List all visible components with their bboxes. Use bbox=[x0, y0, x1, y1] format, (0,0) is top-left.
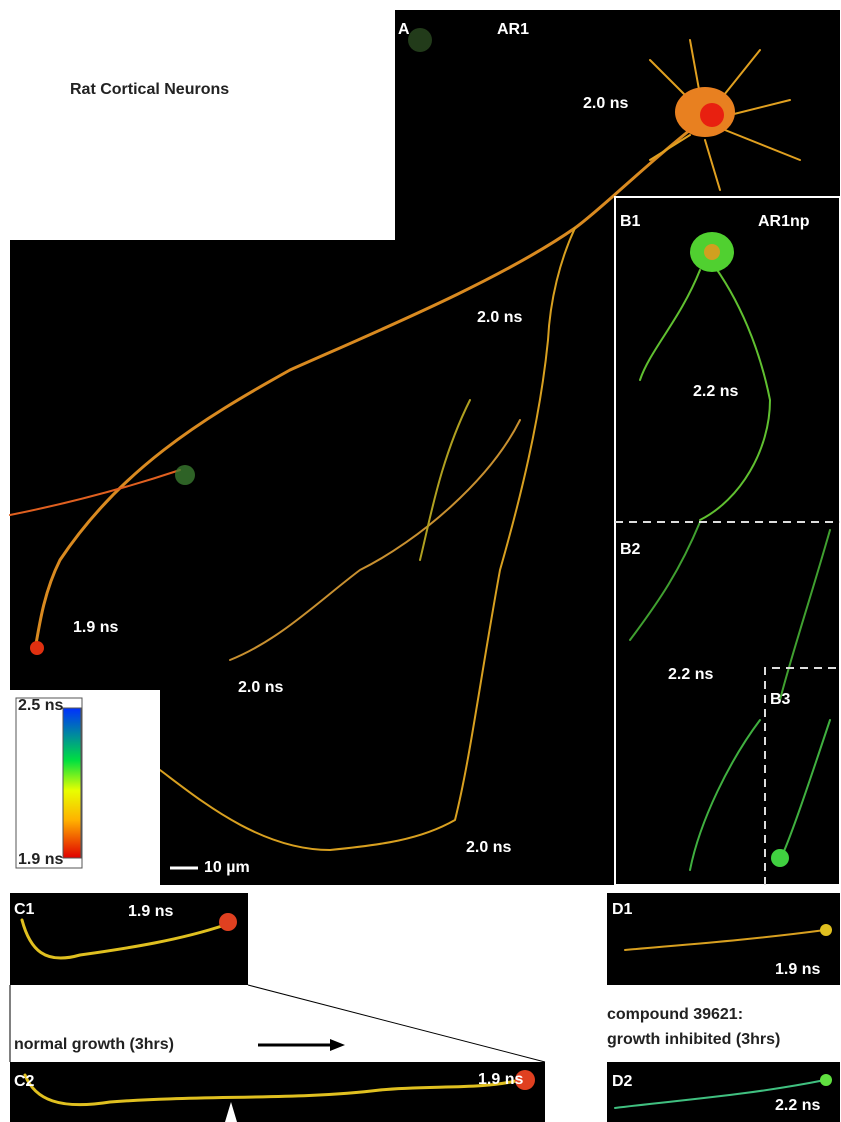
lifetime-label: 2.0 ns bbox=[238, 679, 283, 696]
lifetime-label: 1.9 ns bbox=[128, 903, 173, 920]
panel-label: B1 bbox=[620, 213, 641, 230]
lifetime-label: 2.2 ns bbox=[775, 1097, 820, 1114]
lifetime-label: 2.2 ns bbox=[668, 666, 713, 683]
annotation: growth inhibited (3hrs) bbox=[607, 1031, 780, 1048]
panel-label: D2 bbox=[612, 1073, 633, 1090]
panel-label: C2 bbox=[14, 1073, 35, 1090]
panel-label: B2 bbox=[620, 541, 641, 558]
colorbar-max: 2.5 ns bbox=[18, 697, 63, 714]
colorbar bbox=[63, 708, 81, 858]
panel-c bbox=[10, 893, 545, 1122]
lifetime-label: 2.2 ns bbox=[693, 383, 738, 400]
panel-b bbox=[615, 197, 840, 885]
scale-label: 10 µm bbox=[204, 859, 250, 876]
panel-label: C1 bbox=[14, 901, 35, 918]
lifetime-label: 1.9 ns bbox=[478, 1071, 523, 1088]
lifetime-label: 2.0 ns bbox=[477, 309, 522, 326]
panel-label: A bbox=[398, 21, 410, 38]
lifetime-label: 1.9 ns bbox=[775, 961, 820, 978]
annotation: normal growth (3hrs) bbox=[14, 1036, 174, 1053]
panel-name: AR1 bbox=[497, 21, 529, 38]
colorbar-min: 1.9 ns bbox=[18, 851, 63, 868]
annotation: compound 39621: bbox=[607, 1006, 743, 1023]
panel-name: AR1np bbox=[758, 213, 810, 230]
figure: Rat Cortical Neurons A AR1 2.0 ns 2.0 ns… bbox=[0, 0, 841, 1122]
panel-label: D1 bbox=[612, 901, 633, 918]
lifetime-label: 2.0 ns bbox=[466, 839, 511, 856]
lifetime-label: 2.0 ns bbox=[583, 95, 628, 112]
title-box bbox=[10, 10, 395, 240]
figure-title: Rat Cortical Neurons bbox=[70, 81, 229, 98]
panel-label: B3 bbox=[770, 691, 791, 708]
lifetime-label: 1.9 ns bbox=[73, 619, 118, 636]
